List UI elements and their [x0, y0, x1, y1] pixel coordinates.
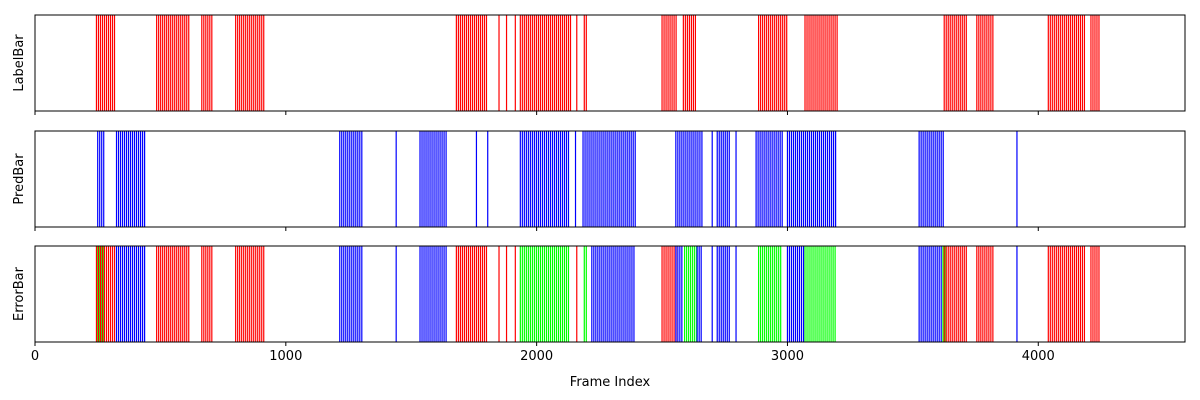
x-tick-label-1: 1000 — [269, 349, 302, 364]
predbar-ticks — [34, 227, 1039, 231]
predbar-ylabel: PredBar — [12, 153, 27, 205]
x-tick-label-0: 0 — [31, 349, 39, 364]
errorbar-bars — [95, 246, 1100, 342]
labelbar-ylabel: LabelBar — [12, 34, 27, 92]
predbar-panel: PredBar — [12, 130, 1186, 231]
labelbar-frame — [34, 14, 1186, 112]
labelbar-panel: LabelBar — [12, 14, 1186, 115]
errorbar-ylabel: ErrorBar — [12, 266, 27, 321]
x-tick-label-3: 3000 — [771, 349, 804, 364]
predbar-bars — [97, 131, 1018, 227]
x-tick-label-2: 2000 — [520, 349, 553, 364]
labelbar-bars — [95, 15, 1100, 111]
errorbar-frame — [34, 245, 1186, 343]
labelbar-ticks — [34, 111, 1039, 115]
x-axis-label: Frame Index — [570, 375, 651, 390]
errorbar-panel: 0 1000 2000 3000 4000 ErrorBar Frame Index — [12, 245, 1186, 390]
errorbar-ticks: 0 1000 2000 3000 4000 — [31, 342, 1055, 364]
predbar-frame — [34, 130, 1186, 228]
x-tick-label-4: 4000 — [1022, 349, 1055, 364]
